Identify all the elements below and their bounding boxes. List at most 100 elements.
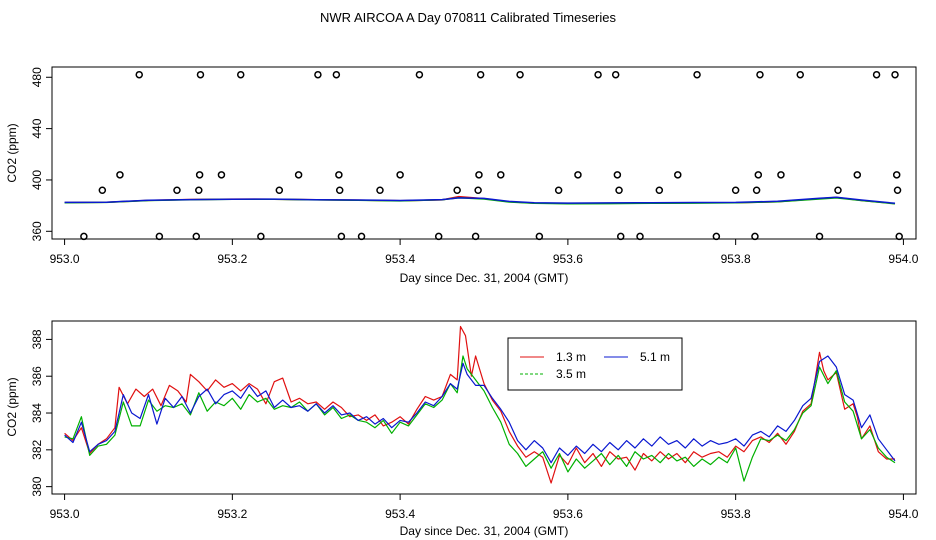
top-scatter-point	[616, 232, 625, 241]
top-scatter-point	[135, 70, 143, 79]
legend: 1.3 m 3.5 m 5.1 m	[507, 337, 683, 391]
top-scatter-point	[434, 232, 443, 241]
top-scatter-point	[594, 70, 602, 79]
top-scatter-point	[674, 171, 682, 179]
top-scatter-point	[196, 70, 205, 79]
top-plot-marks	[64, 70, 903, 241]
top-scatter-point	[777, 171, 785, 179]
top-scatter-point	[476, 70, 485, 79]
bottom-x-tick-label: 953.8	[721, 507, 751, 521]
bottom-x-tick-label: 953.4	[385, 507, 415, 521]
top-scatter-point	[516, 70, 524, 79]
top-scatter-point	[195, 186, 203, 194]
top-scatter-point	[893, 186, 902, 194]
top-scatter-point	[872, 70, 881, 79]
top-scatter-point	[497, 171, 505, 179]
top-scatter-point	[335, 171, 343, 179]
top-scatter-point	[471, 232, 480, 241]
top-scatter-point	[554, 186, 563, 194]
top-y-axis-label: CO2 (ppm)	[5, 123, 19, 182]
top-y-tick-label: 400	[30, 170, 44, 190]
bottom-panel: 953.0 953.2 953.4 953.6 953.8 954.0 380 382 384…	[5, 320, 919, 538]
bottom-y-tick-label: 384	[30, 403, 44, 423]
bottom-plot-marks	[64, 325, 896, 484]
bottom-x-tick-label: 954.0	[888, 507, 918, 521]
top-x-tick-label: 953.6	[553, 252, 583, 266]
top-scatter-point	[195, 171, 204, 179]
bottom-x-tick-label: 953.6	[553, 507, 583, 521]
bottom-x-axis: 953.0 953.2 953.4 953.6 953.8 954.0	[50, 494, 919, 521]
top-scatter-point	[756, 70, 764, 79]
top-scatter-point	[731, 186, 740, 194]
top-scatter-point	[853, 171, 862, 179]
top-x-axis: 953.0 953.2 953.4 953.6 953.8 954.0	[50, 239, 919, 266]
top-scatter-point	[396, 171, 404, 179]
top-scatter-point	[613, 171, 622, 179]
top-plot-frame	[51, 66, 917, 240]
top-y-axis: 360 400 440 480	[30, 67, 52, 241]
top-scatter-point	[415, 70, 424, 79]
top-scatter-point	[611, 70, 620, 79]
bottom-series-line-5-1-m	[64, 355, 896, 464]
top-scatter-point	[636, 232, 644, 241]
top-scatter-point	[655, 186, 664, 194]
bottom-series-line-1-3-m	[64, 325, 895, 484]
top-scatter-point	[712, 232, 721, 241]
top-x-tick-label: 954.0	[888, 252, 918, 266]
bottom-x-axis-label: Day since Dec. 31, 2004 (GMT)	[400, 524, 569, 538]
top-scatter-point	[475, 171, 483, 179]
bottom-plot-frame	[51, 320, 917, 495]
top-x-tick-label: 953.8	[721, 252, 751, 266]
top-scatter-point	[892, 171, 901, 179]
bottom-y-tick-label: 380	[30, 476, 44, 496]
top-scatter-point	[155, 232, 164, 241]
top-scatter-point	[535, 232, 544, 241]
top-scatter-point	[796, 70, 804, 79]
bottom-y-tick-label: 388	[30, 329, 44, 349]
top-scatter-point	[474, 186, 482, 194]
top-scatter-point	[754, 171, 763, 179]
top-scatter-point	[574, 171, 582, 179]
top-scatter-point	[751, 232, 759, 241]
top-x-axis-label: Day since Dec. 31, 2004 (GMT)	[400, 271, 569, 285]
legend-label-5-1m: 5.1 m	[640, 350, 670, 364]
top-scatter-point	[376, 186, 384, 194]
top-scatter-point	[453, 186, 461, 194]
top-scatter-point	[815, 232, 824, 241]
top-scatter-point	[834, 186, 842, 194]
top-scatter-point	[80, 232, 88, 241]
top-y-tick-label: 440	[30, 118, 44, 138]
top-scatter-point	[332, 70, 341, 79]
top-scatter-point	[236, 70, 245, 79]
bottom-y-tick-label: 382	[30, 439, 44, 459]
top-scatter-point	[98, 186, 107, 194]
top-x-tick-label: 953.0	[50, 252, 80, 266]
top-scatter-point	[357, 232, 366, 241]
top-scatter-point	[173, 186, 181, 194]
bottom-y-axis: 380 382 384 386 388	[30, 329, 52, 497]
top-y-tick-label: 360	[30, 221, 44, 241]
legend-label-1-3m: 1.3 m	[556, 350, 586, 364]
top-scatter-point	[294, 171, 303, 179]
bottom-y-axis-label: CO2 (ppm)	[5, 377, 19, 436]
top-scatter-point	[192, 232, 201, 241]
top-scatter-point	[615, 186, 623, 194]
top-scatter-point	[337, 232, 346, 241]
top-panel: 953.0 953.2 953.4 953.6 953.8 954.0 360 400 440…	[5, 66, 919, 285]
top-x-tick-label: 953.4	[385, 252, 415, 266]
top-scatter-point	[752, 186, 761, 194]
top-scatter-point	[275, 186, 284, 194]
top-scatter-point	[693, 70, 701, 79]
top-scatter-point	[895, 232, 903, 241]
bottom-series-line-3-5-m	[64, 355, 896, 482]
top-scatter-point	[217, 171, 226, 179]
top-scatter-point	[257, 232, 265, 241]
legend-box	[507, 337, 683, 391]
figure-title: NWR AIRCOA A Day 070811 Calibrated Times…	[320, 10, 616, 25]
legend-label-3-5m: 3.5 m	[556, 367, 586, 381]
top-series-line-series-2	[64, 196, 896, 205]
top-y-tick-label: 480	[30, 67, 44, 87]
top-scatter-point	[891, 70, 899, 79]
top-scatter-point	[314, 70, 322, 79]
